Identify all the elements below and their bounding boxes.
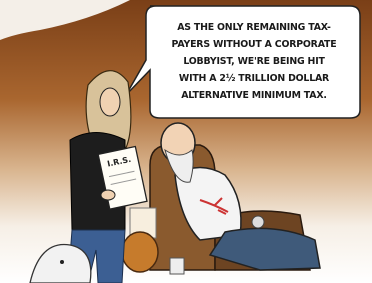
lamp-base bbox=[122, 232, 158, 272]
bubble-line: WITH A 2½ TRILLION DOLLAR bbox=[179, 73, 330, 84]
bubble-line: AS THE ONLY REMAINING TAX- bbox=[177, 22, 331, 33]
cartoon: AS THE ONLY REMAINING TAX- PAYERS WITHOU… bbox=[0, 0, 372, 283]
bubble-line: LOBBYIST, WE'RE BEING HIT bbox=[183, 56, 325, 67]
standing-figure-hand bbox=[101, 190, 115, 200]
cup bbox=[170, 258, 184, 274]
standing-figure-face bbox=[100, 88, 120, 116]
bubble-line: PAYERS WITHOUT A CORPORATE bbox=[172, 39, 337, 50]
bubble-line: ALTERNATIVE MINIMUM TAX. bbox=[181, 90, 326, 101]
small-dog-head bbox=[252, 216, 264, 228]
dog-eye bbox=[60, 260, 64, 264]
page: {"speech_bubble": {"lines": ["AS THE ONL… bbox=[0, 0, 372, 283]
